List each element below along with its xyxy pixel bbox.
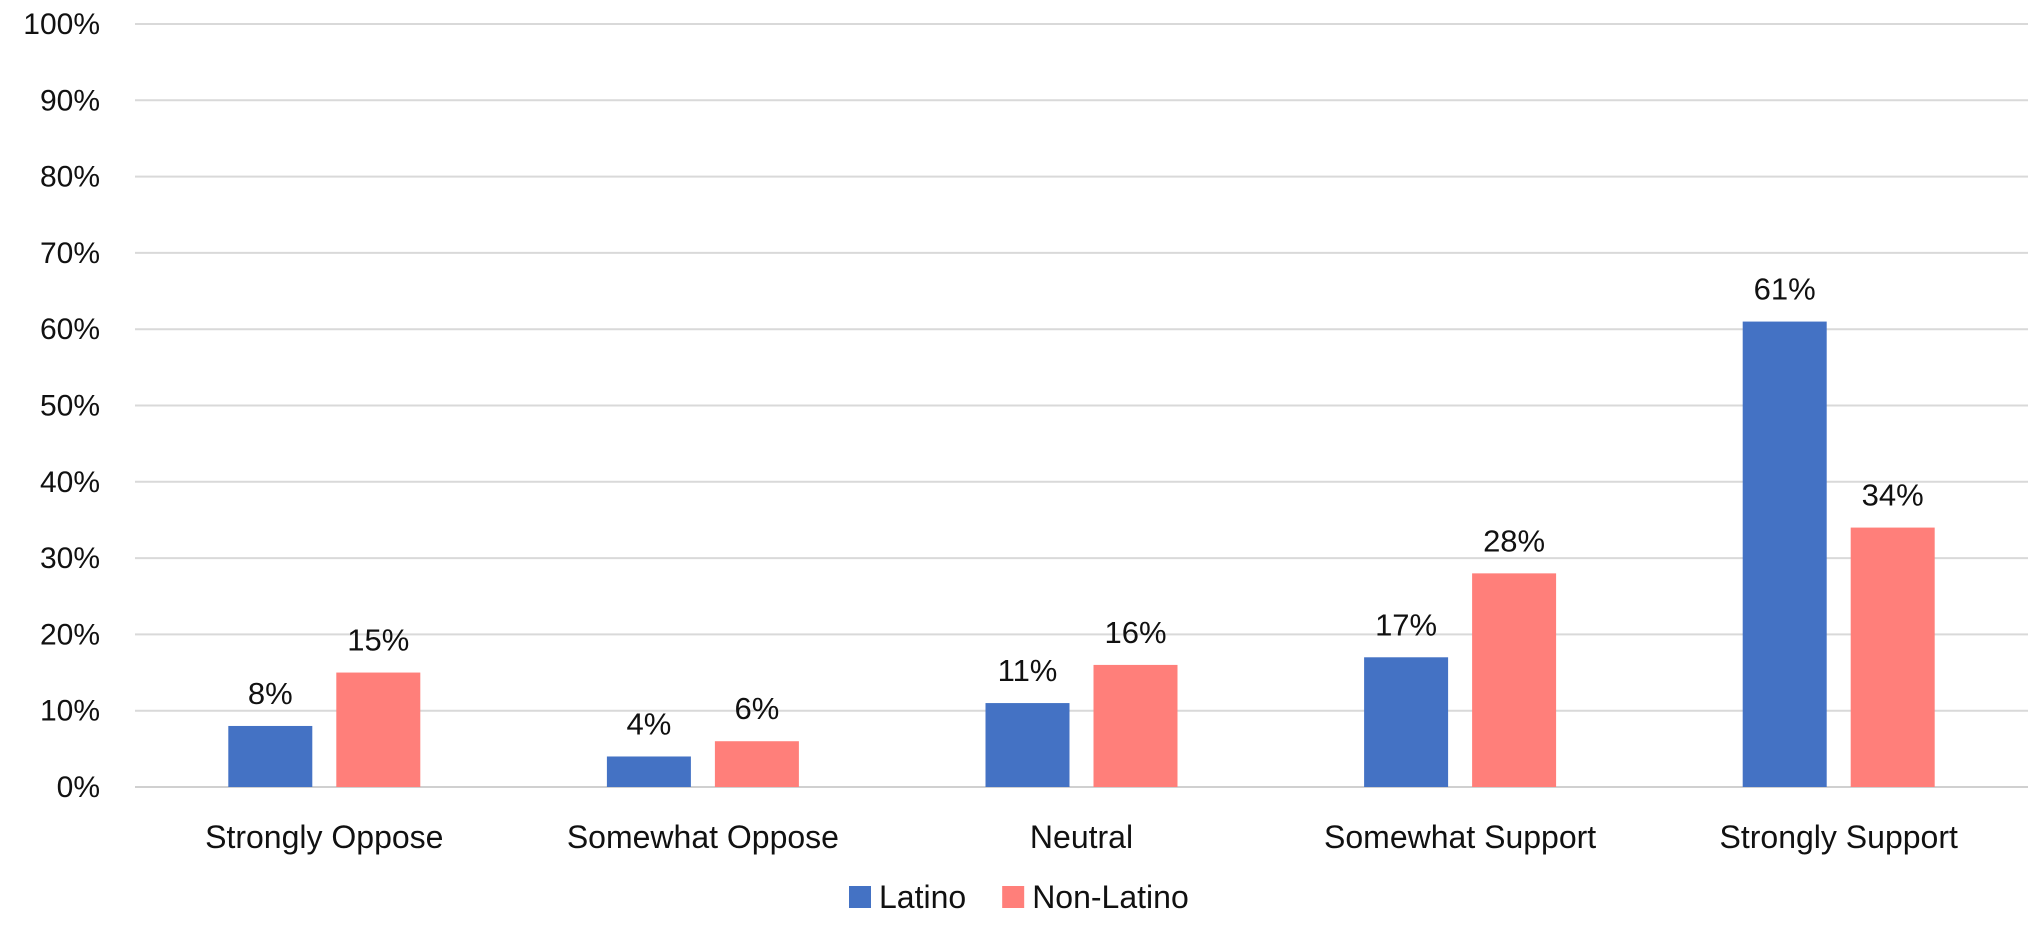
y-tick-label: 90% (40, 84, 100, 117)
y-tick-label: 70% (40, 237, 100, 270)
data-label: 4% (626, 706, 671, 741)
y-axis-tick-labels: 0% 10% 20% 30% 40% 50% 60% 70% 80% 90% 100% (23, 8, 100, 804)
bar-latino-neutral (985, 703, 1070, 787)
x-tick-label: Strongly Support (1720, 819, 1958, 855)
y-tick-label: 80% (40, 161, 100, 194)
x-tick-label: Neutral (1030, 819, 1133, 855)
legend-label: Non-Latino (1032, 879, 1189, 915)
y-tick-label: 10% (40, 695, 100, 728)
data-label: 17% (1375, 607, 1437, 642)
bar-non-latino-neutral (1093, 664, 1178, 787)
bar-latino-strongly-oppose (228, 725, 313, 787)
y-tick-label: 60% (40, 313, 100, 346)
data-label: 11% (998, 653, 1058, 688)
x-tick-label: Strongly Oppose (205, 819, 443, 855)
bar-non-latino-somewhat-oppose (714, 741, 799, 787)
y-tick-label: 50% (40, 390, 100, 423)
bar-non-latino-strongly-oppose (336, 672, 421, 787)
data-label: 16% (1104, 615, 1166, 650)
legend-swatch-latino (849, 886, 871, 908)
data-labels: 8% 15% 4% 6% 11% 16% 17% 28% 61% 34% (248, 272, 1924, 742)
legend: Latino Non-Latino (849, 879, 1189, 915)
data-label: 8% (248, 676, 293, 711)
bar-latino-somewhat-oppose (606, 756, 691, 787)
bar-latino-strongly-support (1742, 321, 1827, 787)
data-label: 6% (734, 691, 779, 726)
x-tick-label: Somewhat Support (1324, 819, 1596, 855)
x-tick-label: Somewhat Oppose (567, 819, 839, 855)
gridlines (135, 23, 2028, 788)
bar-non-latino-somewhat-support (1472, 573, 1557, 787)
bar-non-latino-strongly-support (1850, 527, 1935, 787)
x-axis-tick-labels: Strongly Oppose Somewhat Oppose Neutral Som… (205, 819, 1958, 855)
y-tick-label: 20% (40, 618, 100, 651)
y-tick-label: 30% (40, 542, 100, 575)
y-tick-label: 100% (23, 8, 100, 41)
legend-swatch-non-latino (1002, 886, 1025, 908)
bar-latino-somewhat-support (1364, 657, 1449, 787)
data-label: 28% (1483, 523, 1545, 558)
bars (228, 321, 1935, 787)
legend-label: Latino (879, 879, 966, 915)
data-label: 61% (1754, 272, 1816, 307)
y-tick-label: 0% (57, 771, 100, 804)
data-label: 34% (1862, 478, 1924, 513)
data-label: 15% (347, 623, 409, 658)
y-tick-label: 40% (40, 466, 100, 499)
